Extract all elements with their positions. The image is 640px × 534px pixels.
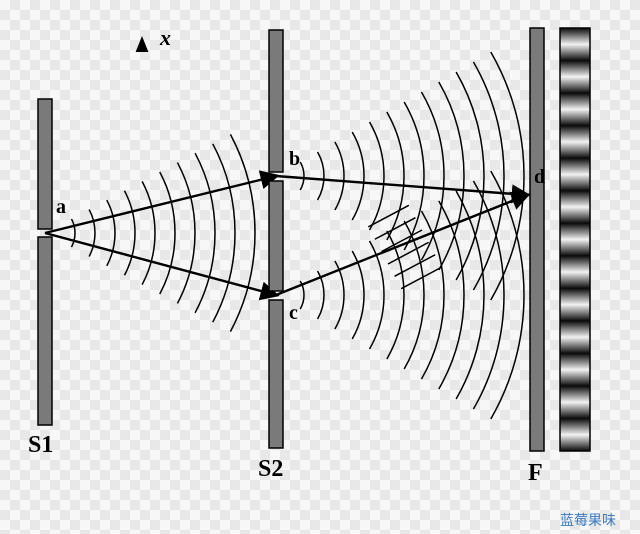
- label-S2: S2: [258, 456, 283, 483]
- fringe-pattern: [560, 28, 590, 451]
- barriers-group: [38, 28, 544, 451]
- label-x: x: [160, 25, 171, 51]
- x-axis-marker: [136, 36, 149, 52]
- label-a: a: [56, 196, 66, 219]
- wavefront-arcs: [71, 52, 524, 419]
- diagram-svg: [0, 0, 640, 534]
- interference-ticks: [368, 205, 441, 288]
- label-S1: S1: [28, 432, 53, 459]
- label-F: F: [528, 460, 543, 487]
- watermark-text: 蓝莓果味: [560, 510, 616, 530]
- label-c: c: [289, 302, 298, 325]
- label-d: d: [534, 166, 545, 189]
- label-b: b: [289, 148, 300, 171]
